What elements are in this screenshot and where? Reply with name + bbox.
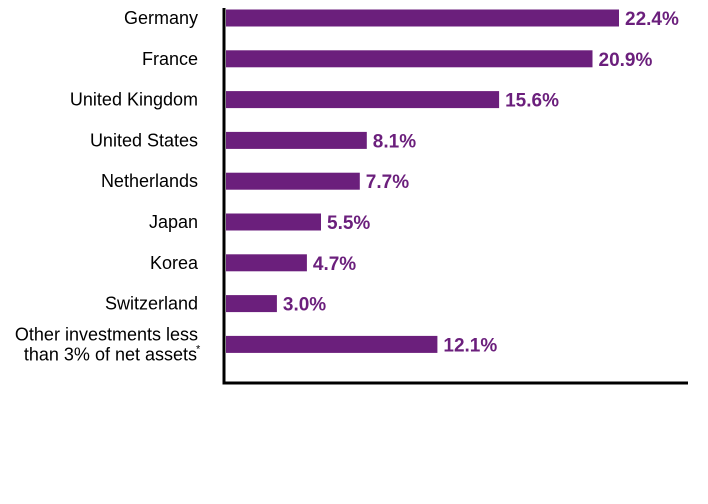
category-label-line: United Kingdom (70, 90, 198, 110)
category-label-8: Other investments less than 3% of net ass… (15, 324, 198, 364)
value-label-0: 22.4% (625, 9, 679, 30)
category-label-4: Netherlands (101, 171, 198, 191)
bar-2 (226, 91, 500, 109)
value-label-3: 8.1% (373, 131, 416, 152)
category-labels-group: Germany France United Kingdom United States… (15, 8, 201, 364)
category-label-1: France (142, 49, 198, 69)
bar-7 (226, 295, 277, 313)
category-label-line: United States (90, 130, 198, 150)
value-label-8: 12.1% (443, 335, 497, 356)
category-label-6: Korea (150, 253, 199, 273)
category-label-5: Japan (149, 212, 198, 232)
category-label-line: Switzerland (105, 294, 198, 314)
value-label-6: 4.7% (313, 254, 356, 275)
footnote-marker: * (196, 343, 201, 355)
bar-4 (226, 172, 360, 190)
bar-0 (226, 9, 619, 27)
category-label-line: Netherlands (101, 171, 198, 191)
category-label-0: Germany (124, 8, 198, 28)
bars-group (226, 9, 619, 353)
category-label-line: France (142, 49, 198, 69)
category-label-line: Japan (149, 212, 198, 232)
category-label-line: Other investments less (15, 324, 198, 344)
axes-group (222, 8, 688, 385)
category-label-7: Switzerland (105, 294, 198, 314)
category-label-2: United Kingdom (70, 90, 198, 110)
category-label-line: Germany (124, 8, 198, 28)
bar-5 (226, 213, 321, 231)
value-label-5: 5.5% (327, 213, 370, 234)
value-label-4: 7.7% (366, 172, 409, 193)
category-label-3: United States (90, 130, 198, 150)
bar-3 (226, 131, 367, 149)
value-label-1: 20.9% (599, 50, 653, 71)
bar-6 (226, 254, 307, 272)
value-label-7: 3.0% (283, 295, 326, 316)
value-labels-group: 22.4% 20.9% 15.6% 8.1% 7.7% 5.5% 4.7% 3.0% 12.1% (283, 9, 679, 356)
category-label-line: than 3% of net assets (24, 344, 197, 364)
category-label-line: Korea (150, 253, 199, 273)
bar-8 (226, 335, 438, 353)
bar-1 (226, 50, 593, 68)
value-label-2: 15.6% (505, 91, 559, 112)
